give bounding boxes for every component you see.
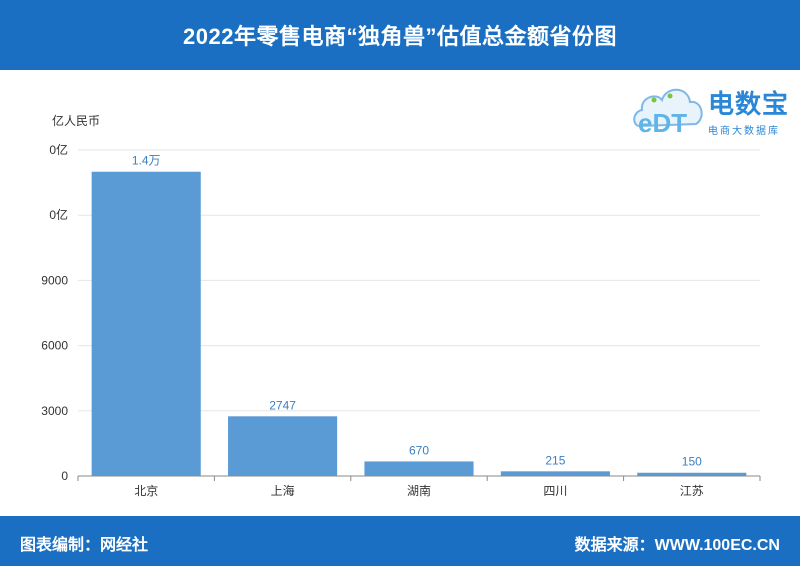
- logo: eDT: [630, 74, 795, 144]
- data-label: 150: [682, 455, 702, 469]
- y-axis-label: 亿人民币: [52, 114, 101, 128]
- cloud-logo-icon: eDT: [633, 88, 703, 138]
- footer-source: 数据来源：WWW.100EC.CN: [574, 537, 780, 554]
- footer-author: 图表编制：网经社: [20, 537, 149, 554]
- y-tick-label: 3000: [41, 404, 68, 418]
- logo-subtitle: 电商大数据库: [708, 126, 780, 137]
- data-label: 2747: [269, 398, 296, 412]
- x-tick-label: 湖南: [407, 483, 431, 498]
- y-tick-label: 0亿: [49, 207, 68, 222]
- chart-footer: 图表编制：网经社 数据来源：WWW.100EC.CN: [0, 516, 800, 566]
- data-label: 1.4万: [132, 154, 161, 168]
- bar: [91, 171, 201, 476]
- bar: [500, 471, 610, 476]
- y-tick-label: 6000: [41, 339, 68, 353]
- x-tick-label: 北京: [134, 484, 158, 498]
- x-tick-label: 江苏: [680, 484, 704, 498]
- y-tick-label: 0: [61, 469, 68, 483]
- data-label: 215: [545, 453, 565, 467]
- bar: [637, 472, 747, 476]
- bar: [228, 416, 338, 476]
- bar: [364, 461, 474, 476]
- x-tick-label: 四川: [543, 484, 567, 498]
- data-label: 670: [409, 443, 429, 457]
- logo-mark: eDT: [638, 108, 687, 138]
- chart-title: 2022年零售电商“独角兽”估值总金额省份图: [183, 24, 617, 49]
- y-tick-label: 0亿: [49, 142, 68, 157]
- chart-header: 2022年零售电商“独角兽”估值总金额省份图: [0, 0, 800, 70]
- x-tick-label: 上海: [271, 483, 295, 498]
- y-tick-label: 9000: [41, 273, 68, 287]
- logo-title: 电数宝: [708, 89, 790, 119]
